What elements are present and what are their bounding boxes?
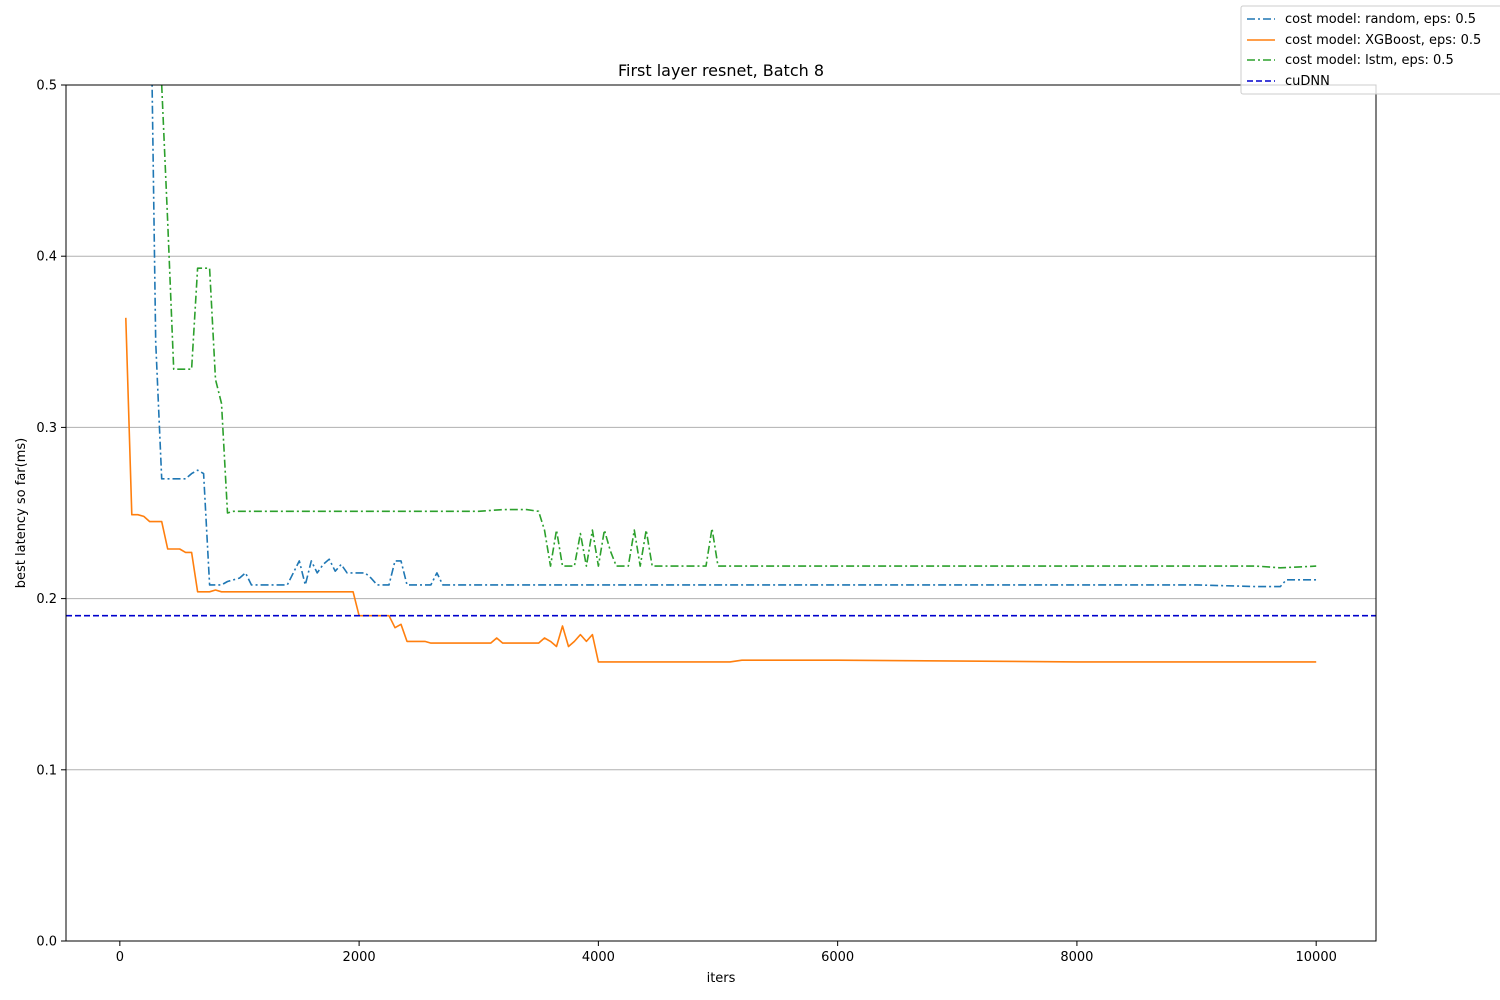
plot-frame	[65, 84, 1377, 942]
y-tick-label: 0.4	[36, 250, 57, 265]
series-xgboost-line	[125, 317, 1317, 663]
y-tick-label: 0.0	[36, 935, 57, 950]
legend-label-random: cost model: random, eps: 0.5	[1285, 12, 1476, 27]
x-tick-label: 8000	[1060, 950, 1093, 965]
grid-layer	[66, 255, 1376, 771]
series-random-line	[151, 85, 1317, 588]
x-axis-label: iters	[707, 971, 736, 986]
x-tick-label: 2000	[343, 950, 376, 965]
series-lstm-line	[160, 85, 1317, 569]
x-tick-label: 6000	[821, 950, 854, 965]
legend-box	[1240, 5, 1500, 95]
tick-layer: 0.0 0.1 0.2 0.3 0.4 0.5 0 2000 4000 6000 8000 10000	[36, 79, 1337, 966]
y-tick-label: 0.1	[36, 763, 57, 778]
legend-label-xgboost: cost model: XGBoost, eps: 0.5	[1285, 33, 1481, 48]
chart-title: First layer resnet, Batch 8	[618, 61, 824, 80]
y-axis-label: best latency so far(ms)	[14, 438, 29, 588]
legend: cost model: random, eps: 0.5 cost model:…	[1240, 5, 1500, 95]
y-tick-label: 0.2	[36, 592, 57, 607]
y-tick-label: 0.5	[36, 79, 57, 94]
series-layer	[66, 85, 1376, 663]
x-tick-label: 4000	[582, 950, 615, 965]
x-tick-label: 10000	[1296, 950, 1337, 965]
x-tick-label: 0	[116, 950, 124, 965]
legend-label-cudnn: cuDNN	[1285, 74, 1330, 89]
legend-label-lstm: cost model: lstm, eps: 0.5	[1285, 53, 1454, 68]
y-tick-label: 0.3	[36, 421, 57, 436]
